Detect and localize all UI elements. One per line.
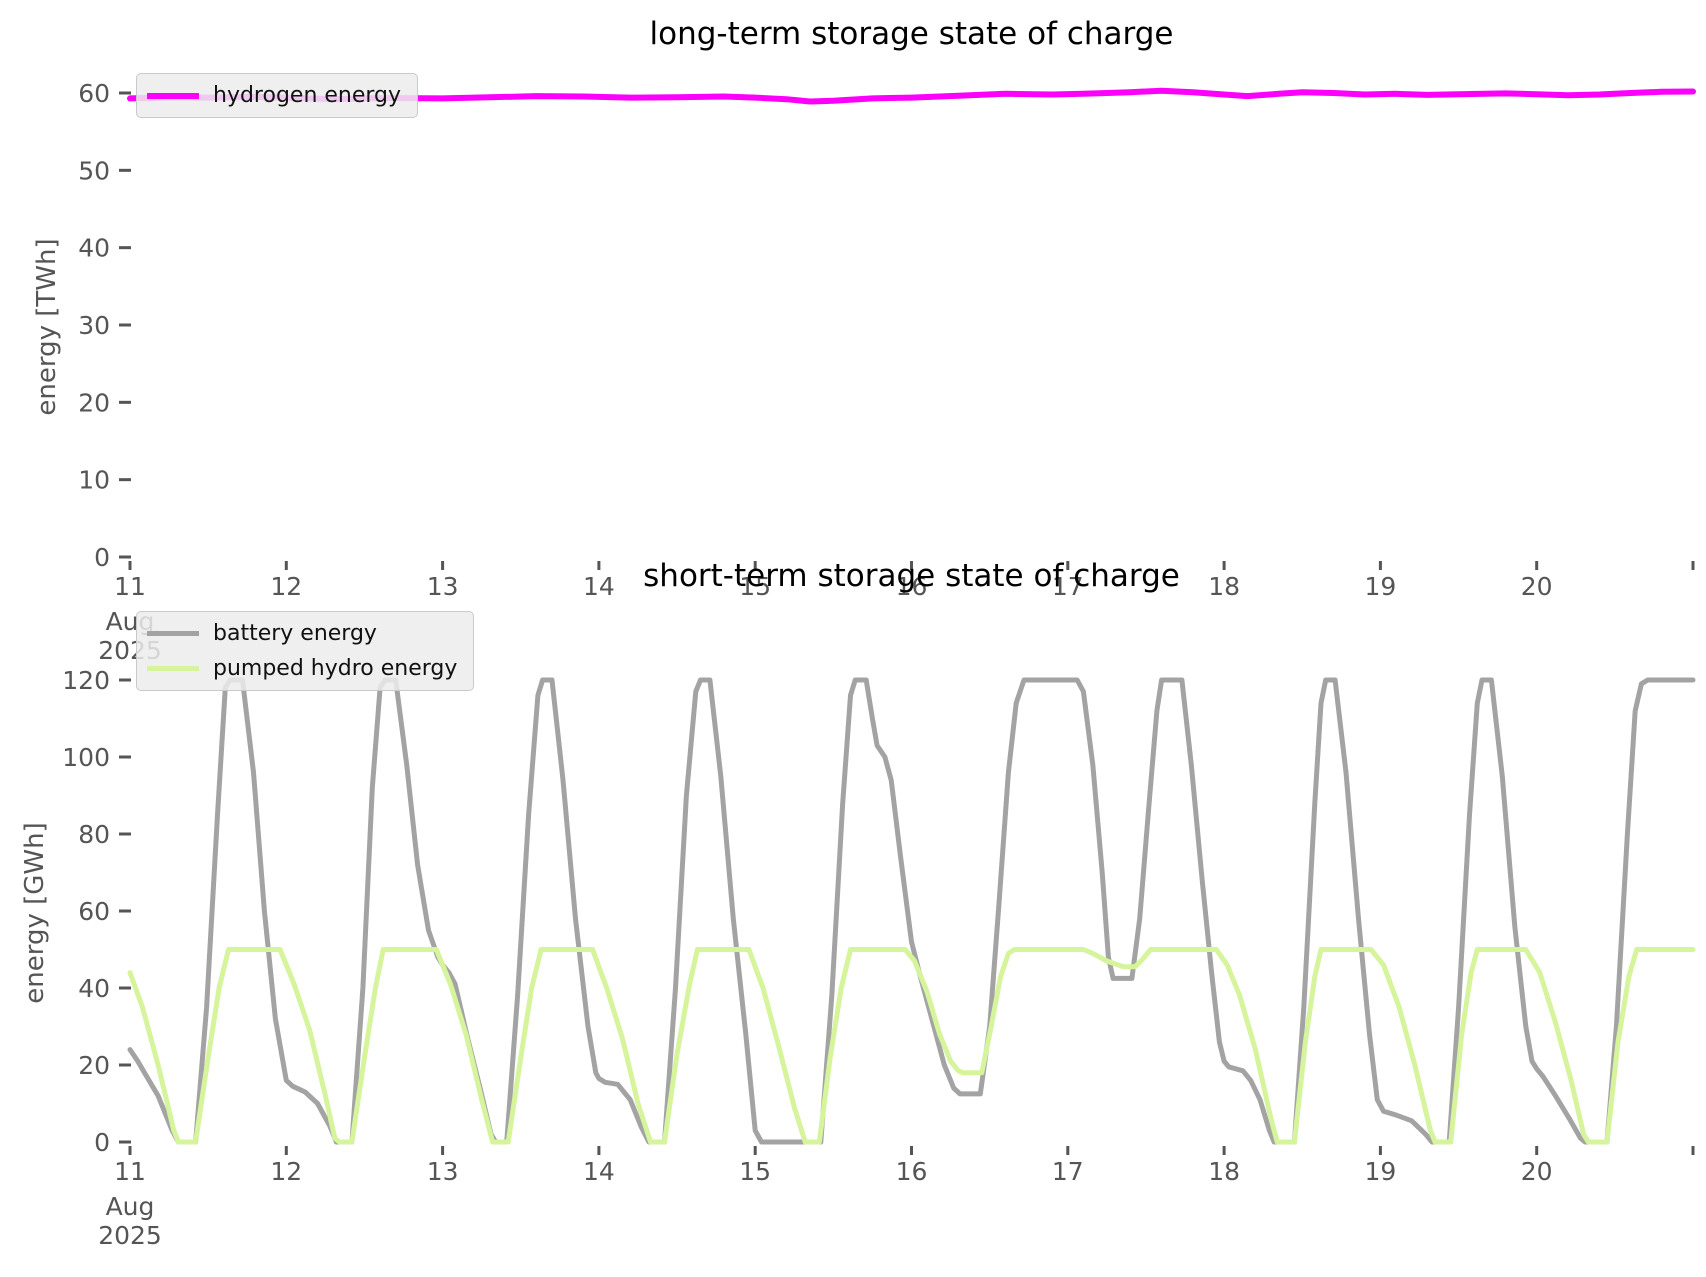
legend-line-swatch xyxy=(147,92,199,99)
y-tick-label: 20 xyxy=(78,1051,110,1080)
x-tick-label: 16 xyxy=(896,1157,928,1186)
y-tick-label: 100 xyxy=(62,743,110,772)
legend-line-swatch xyxy=(147,631,199,636)
legend-entry: battery energy xyxy=(147,618,457,649)
legend-entry: hydrogen energy xyxy=(147,80,401,111)
hydrogen-energy-line xyxy=(127,87,1696,105)
legend-label: hydrogen energy xyxy=(213,83,402,108)
y-tick-label: 40 xyxy=(78,234,110,263)
legend-line-swatch xyxy=(147,666,199,671)
x-tick-label: 11 xyxy=(114,1157,146,1186)
x-tick-label: 17 xyxy=(1052,1157,1084,1186)
x-tick-label: 12 xyxy=(270,572,302,601)
y-tick-label: 30 xyxy=(78,311,110,340)
x-tick-label: 16 xyxy=(896,572,928,601)
x-axis-year-label: 2025 xyxy=(98,1221,162,1250)
x-tick-label: 15 xyxy=(739,1157,771,1186)
y-tick-label: 10 xyxy=(78,466,110,495)
bottom-chart-legend: battery energy pumped hydro energy xyxy=(136,611,475,691)
y-tick-label: 20 xyxy=(78,388,110,417)
x-tick-label: 13 xyxy=(427,572,459,601)
x-tick-label: 14 xyxy=(583,572,615,601)
legend-label: battery energy xyxy=(213,621,377,646)
x-tick-label: 20 xyxy=(1521,572,1553,601)
x-tick-label: 19 xyxy=(1364,1157,1396,1186)
y-tick-label: 120 xyxy=(62,666,110,695)
y-tick-label: 0 xyxy=(94,1128,110,1157)
y-tick-label: 60 xyxy=(78,897,110,926)
top-chart-legend: hydrogen energy xyxy=(136,73,419,118)
x-axis-month-label: Aug xyxy=(106,1192,155,1221)
x-tick-label: 19 xyxy=(1364,572,1396,601)
pumped-hydro-energy-line xyxy=(127,947,1696,1145)
x-tick-label: 18 xyxy=(1208,572,1240,601)
y-axis-ticks: 0 20 40 60 80 100 120 xyxy=(62,666,131,1157)
bottom-chart-title: short-term storage state of charge xyxy=(643,558,1180,594)
top-y-axis-label: energy [TWh] xyxy=(32,238,62,416)
top-chart-title: long-term storage state of charge xyxy=(649,16,1174,52)
y-tick-label: 50 xyxy=(78,156,110,185)
y-tick-label: 0 xyxy=(94,543,110,572)
y-tick-label: 40 xyxy=(78,974,110,1003)
x-tick-label: 20 xyxy=(1521,1157,1553,1186)
x-tick-label: 18 xyxy=(1208,1157,1240,1186)
x-tick-label: 12 xyxy=(270,1157,302,1186)
x-tick-label: 15 xyxy=(739,572,771,601)
x-tick-label: 13 xyxy=(427,1157,459,1186)
y-tick-label: 60 xyxy=(78,79,110,108)
x-tick-label: 11 xyxy=(114,572,146,601)
legend-entry: pumped hydro energy xyxy=(147,653,457,684)
x-tick-label: 17 xyxy=(1052,572,1084,601)
y-axis-ticks: 0 10 20 30 40 50 60 xyxy=(78,79,131,572)
legend-label: pumped hydro energy xyxy=(213,656,458,681)
x-tick-label: 14 xyxy=(583,1157,615,1186)
bottom-y-axis-label: energy [GWh] xyxy=(20,822,50,1004)
y-tick-label: 80 xyxy=(78,820,110,849)
